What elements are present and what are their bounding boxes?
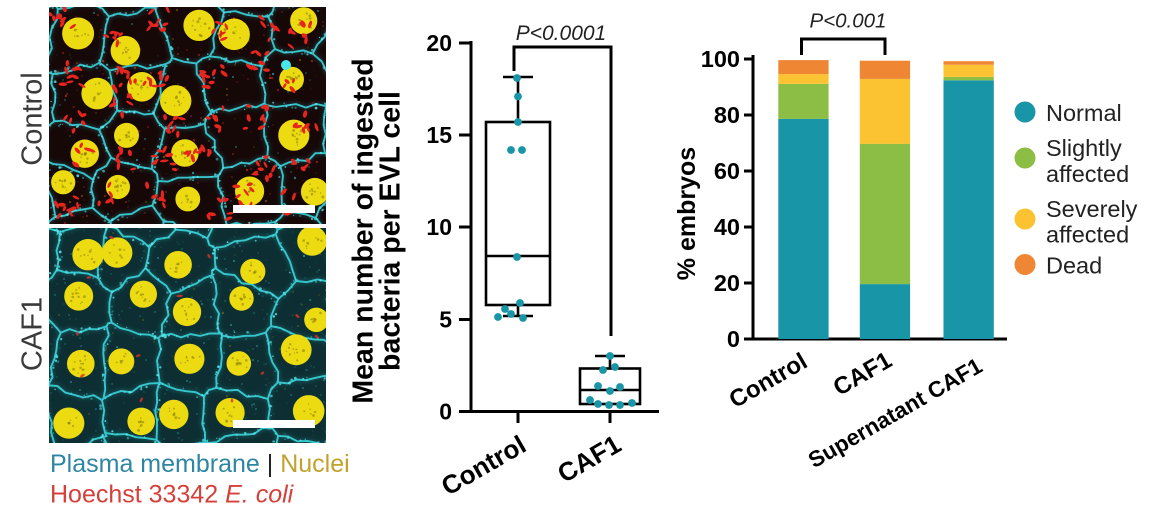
svg-text:Control: Control [725, 348, 812, 414]
svg-text:Slightly: Slightly [1046, 135, 1122, 161]
svg-text:Normal: Normal [1046, 100, 1122, 126]
svg-text:100: 100 [701, 46, 740, 72]
svg-text:Control: Control [436, 429, 531, 501]
svg-text:0: 0 [439, 399, 452, 425]
svg-text:20: 20 [426, 30, 452, 56]
svg-text:Supernatant CAF1: Supernatant CAF1 [804, 353, 986, 473]
svg-text:P<0.0001: P<0.0001 [516, 22, 607, 45]
svg-text:40: 40 [714, 214, 740, 240]
svg-text:60: 60 [714, 158, 740, 184]
svg-text:CAF1: CAF1 [552, 429, 626, 489]
svg-text:Dead: Dead [1046, 253, 1102, 279]
svg-text:% embryos: % embryos [673, 147, 701, 280]
svg-text:20: 20 [714, 270, 740, 296]
svg-text:Hoechst 33342 E. coli: Hoechst 33342 E. coli [50, 481, 295, 509]
svg-text:Severely: Severely [1046, 196, 1138, 222]
svg-text:15: 15 [426, 122, 452, 148]
svg-text:P<0.001: P<0.001 [810, 10, 887, 33]
svg-text:Mean number of ingested: Mean number of ingested [348, 58, 380, 403]
svg-text:10: 10 [426, 214, 452, 240]
svg-text:affected: affected [1046, 222, 1129, 248]
svg-text:affected: affected [1046, 161, 1129, 187]
svg-text:0: 0 [727, 326, 740, 352]
svg-text:CAF1: CAF1 [829, 347, 897, 402]
svg-text:bacteria per EVL cell: bacteria per EVL cell [375, 91, 407, 371]
svg-text:Plasma membrane | Nuclei: Plasma membrane | Nuclei [50, 450, 350, 478]
svg-text:Control: Control [17, 72, 49, 166]
svg-text:CAF1: CAF1 [17, 297, 49, 371]
svg-text:5: 5 [439, 307, 452, 333]
svg-text:80: 80 [714, 102, 740, 128]
